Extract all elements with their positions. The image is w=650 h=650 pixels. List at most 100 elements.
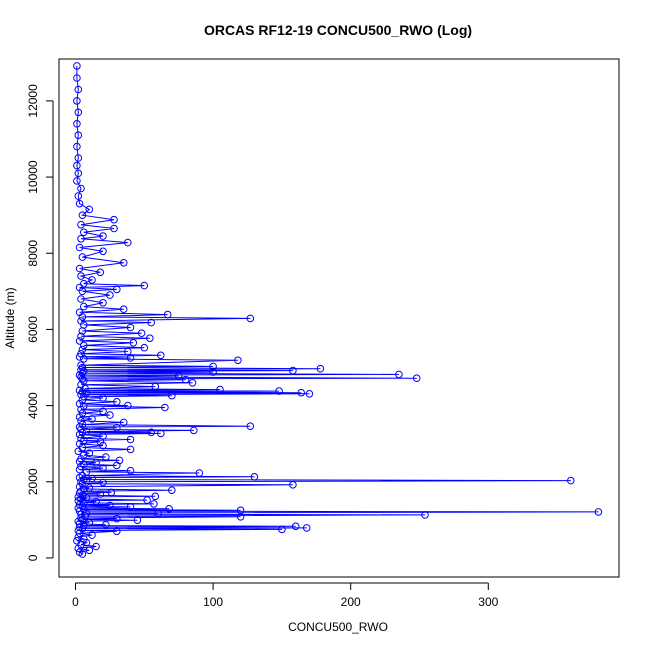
data-point <box>99 232 107 240</box>
data-point <box>106 501 114 510</box>
data-point <box>85 518 94 527</box>
data-point <box>126 445 135 454</box>
data-point <box>147 318 155 327</box>
data-point <box>99 464 107 472</box>
data-point <box>96 268 105 277</box>
data-point <box>74 85 83 94</box>
data-point <box>75 548 84 557</box>
chart-title: ORCAS RF12-19 CONCU500_RWO (Log) <box>204 22 472 38</box>
data-point <box>78 253 87 261</box>
data-point <box>77 220 85 229</box>
data-point <box>165 505 173 513</box>
data-point <box>113 285 121 294</box>
data-point <box>88 531 96 539</box>
data-point <box>77 350 85 358</box>
data-point <box>80 341 88 350</box>
data-point <box>412 374 421 383</box>
plot-frame <box>58 58 620 578</box>
y-axis-label: Altitude (m) <box>3 287 17 348</box>
data-point <box>77 514 85 522</box>
data-point <box>119 259 128 267</box>
data-point <box>77 332 85 341</box>
data-point <box>216 385 224 394</box>
data-point <box>78 479 87 488</box>
data-point <box>102 521 110 529</box>
data-point <box>115 456 124 465</box>
data-point <box>80 228 88 237</box>
data-point <box>316 364 325 373</box>
data-point <box>133 516 142 525</box>
data-point <box>74 169 83 178</box>
data-point <box>82 494 91 502</box>
y-tick-label: 12000 <box>26 84 40 118</box>
data-point <box>99 407 107 416</box>
data-point <box>96 490 105 498</box>
data-point <box>126 323 135 332</box>
data-point <box>124 401 132 410</box>
data-point <box>250 473 259 481</box>
data-point <box>297 388 306 397</box>
data-point <box>289 366 297 375</box>
data-point <box>75 283 84 292</box>
data-point <box>168 391 176 400</box>
data-point <box>567 476 575 485</box>
series-line <box>76 65 599 555</box>
data-point <box>88 415 96 423</box>
data-point <box>85 484 94 492</box>
data-point <box>74 504 83 512</box>
data-point <box>80 535 88 543</box>
data-point <box>246 422 255 431</box>
data-point <box>113 514 121 523</box>
data-point <box>74 447 83 456</box>
data-point <box>88 474 96 483</box>
data-point <box>80 302 88 311</box>
data-point <box>75 337 84 345</box>
data-point <box>106 411 114 419</box>
data-point <box>113 423 121 432</box>
data-point <box>99 478 107 487</box>
data-point <box>77 235 85 243</box>
data-point <box>119 305 128 314</box>
data-point <box>75 386 84 395</box>
x-tick-label: 100 <box>203 595 223 609</box>
data-point <box>73 161 81 170</box>
data-point <box>80 475 88 484</box>
x-tick-label: 200 <box>341 595 361 609</box>
data-point <box>174 372 183 380</box>
data-point <box>275 387 283 395</box>
data-point <box>157 351 165 360</box>
data-point <box>190 426 198 435</box>
data-point <box>85 546 94 555</box>
data-point <box>234 356 242 365</box>
data-point <box>126 466 135 475</box>
x-tick-label: 0 <box>72 595 79 609</box>
data-point <box>113 527 121 536</box>
data-point <box>106 291 114 299</box>
data-point <box>74 192 83 200</box>
data-point <box>77 434 85 443</box>
data-point <box>80 279 88 288</box>
data-point <box>77 272 85 280</box>
series-layer <box>73 62 603 558</box>
data-point <box>74 544 83 553</box>
data-point <box>140 343 149 352</box>
data-point <box>110 224 118 233</box>
data-point <box>291 522 300 531</box>
data-point <box>75 243 84 252</box>
data-point <box>99 441 107 450</box>
data-point <box>163 310 172 319</box>
data-point <box>88 276 96 284</box>
data-point <box>75 199 84 208</box>
data-point <box>75 523 84 531</box>
x-axis-label: CONCU500_RWO <box>288 620 388 634</box>
data-point <box>78 471 87 480</box>
y-tick-label: 0 <box>26 554 40 561</box>
data-point <box>99 394 107 402</box>
data-point <box>99 247 107 256</box>
data-point <box>74 154 83 162</box>
data-point <box>119 418 128 427</box>
data-point <box>74 131 83 139</box>
data-point <box>146 334 154 343</box>
data-point <box>140 281 149 290</box>
